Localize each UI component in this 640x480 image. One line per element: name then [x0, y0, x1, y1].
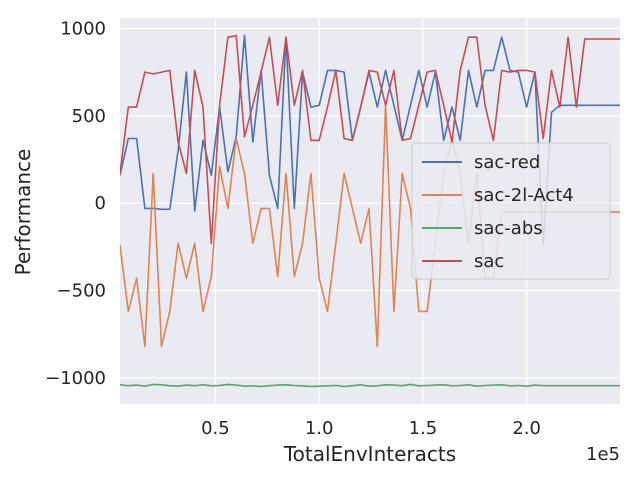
x-tick-label: 1.0 [305, 418, 334, 439]
series-line-sac-abs [120, 383, 620, 388]
y-tick-label: 1000 [60, 18, 106, 39]
legend-box [411, 142, 611, 280]
legend-entry: sac [474, 251, 504, 272]
x-axis-label: TotalEnvInteracts [283, 442, 456, 466]
y-tick-label: 500 [72, 106, 106, 127]
series-line-sac [120, 34, 620, 245]
x-tick-label: 2.0 [512, 418, 541, 439]
legend-entry: sac-red [474, 152, 540, 173]
x-tick-label: 1.5 [409, 418, 438, 439]
legend-entry: sac-abs [474, 218, 543, 239]
y-tick-label: −500 [57, 280, 106, 301]
x-tick-labels: 0.5 1.0 1.5 2.0 [201, 418, 541, 439]
x-offset-label: 1e5 [586, 444, 620, 465]
y-axis-label: Performance [11, 149, 35, 276]
y-tick-labels: −1000 −500 0 500 1000 [45, 18, 106, 388]
legend-entry: sac-2l-Act4 [474, 185, 574, 206]
x-tick-label: 0.5 [201, 418, 230, 439]
y-tick-label: 0 [95, 193, 106, 214]
legend: sac-red sac-2l-Act4 sac-abs sac [411, 142, 611, 280]
y-tick-label: −1000 [45, 368, 106, 389]
